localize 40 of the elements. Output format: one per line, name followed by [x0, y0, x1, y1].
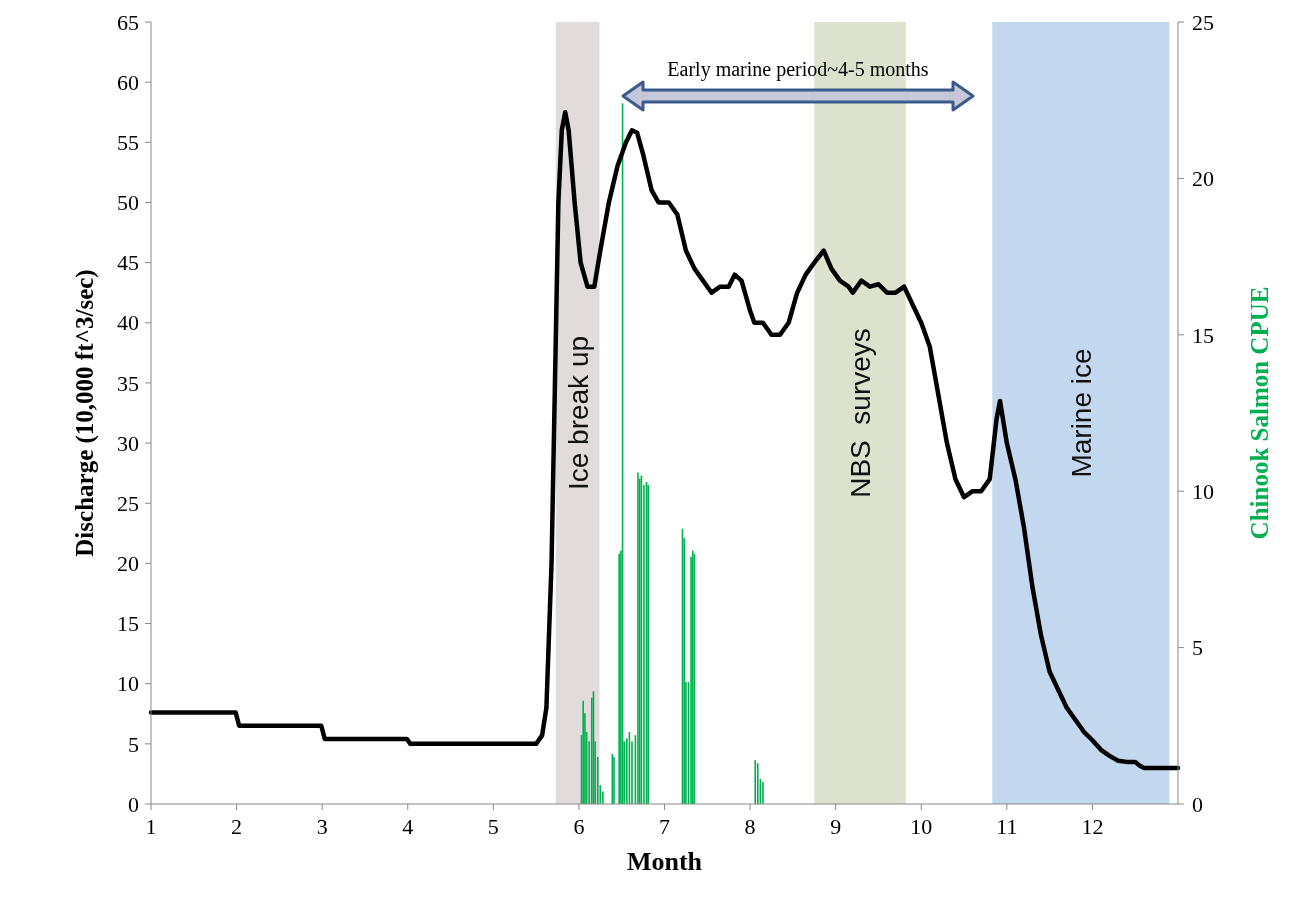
y2-tick-label: 20 [1192, 166, 1214, 192]
y-tick-label: 15 [117, 611, 139, 637]
y-tick-label: 50 [117, 190, 139, 216]
y-tick-label: 25 [117, 490, 139, 516]
x-tick-label: 3 [316, 814, 328, 839]
x-tick-label: 11 [996, 814, 1018, 839]
line-series [148, 109, 1181, 771]
y2-axis-title: Chinook Salmon CPUE [1246, 286, 1273, 540]
band-label: Ice break up [562, 335, 594, 491]
y-tick-label: 45 [117, 250, 139, 276]
y-tick-label: 10 [117, 671, 139, 697]
y-tick-label: 5 [128, 731, 139, 757]
band-label: NBS surveys [845, 328, 877, 498]
y-tick-label: 65 [117, 9, 139, 35]
band-label: Marine ice [1065, 348, 1097, 478]
y-tick-label: 55 [117, 130, 139, 156]
annotation: Early marine period~4-5 months [667, 58, 929, 81]
x-tick-label: 2 [231, 814, 243, 839]
y-axis-title: Discharge (10,000 ft^3/sec) [71, 269, 99, 557]
x-axis-title: Month [626, 847, 703, 876]
x-tick-label: 8 [744, 814, 756, 839]
y-tick-label: 30 [117, 430, 139, 456]
y2-tick-label: 25 [1192, 9, 1214, 35]
y-tick-label: 60 [117, 69, 139, 95]
x-tick-label: 6 [573, 814, 585, 839]
y-tick-label: 35 [117, 370, 139, 396]
y2-tick-label: 10 [1192, 478, 1214, 504]
x-tick-label: 10 [910, 814, 933, 839]
y2-tick-label: 5 [1192, 635, 1203, 661]
y-tick-label: 20 [117, 551, 139, 577]
y-tick-label: 0 [128, 791, 139, 817]
y2-tick-label: 0 [1192, 791, 1203, 817]
x-tick-label: 9 [830, 814, 842, 839]
x-tick-label: 12 [1081, 814, 1104, 839]
x-tick-label: 4 [402, 814, 414, 839]
y-tick-label: 40 [117, 310, 139, 336]
x-tick-label: 7 [659, 814, 670, 839]
x-tick-label: 5 [487, 814, 499, 839]
y2-tick-label: 15 [1192, 322, 1214, 348]
x-tick-label: 1 [145, 814, 157, 839]
